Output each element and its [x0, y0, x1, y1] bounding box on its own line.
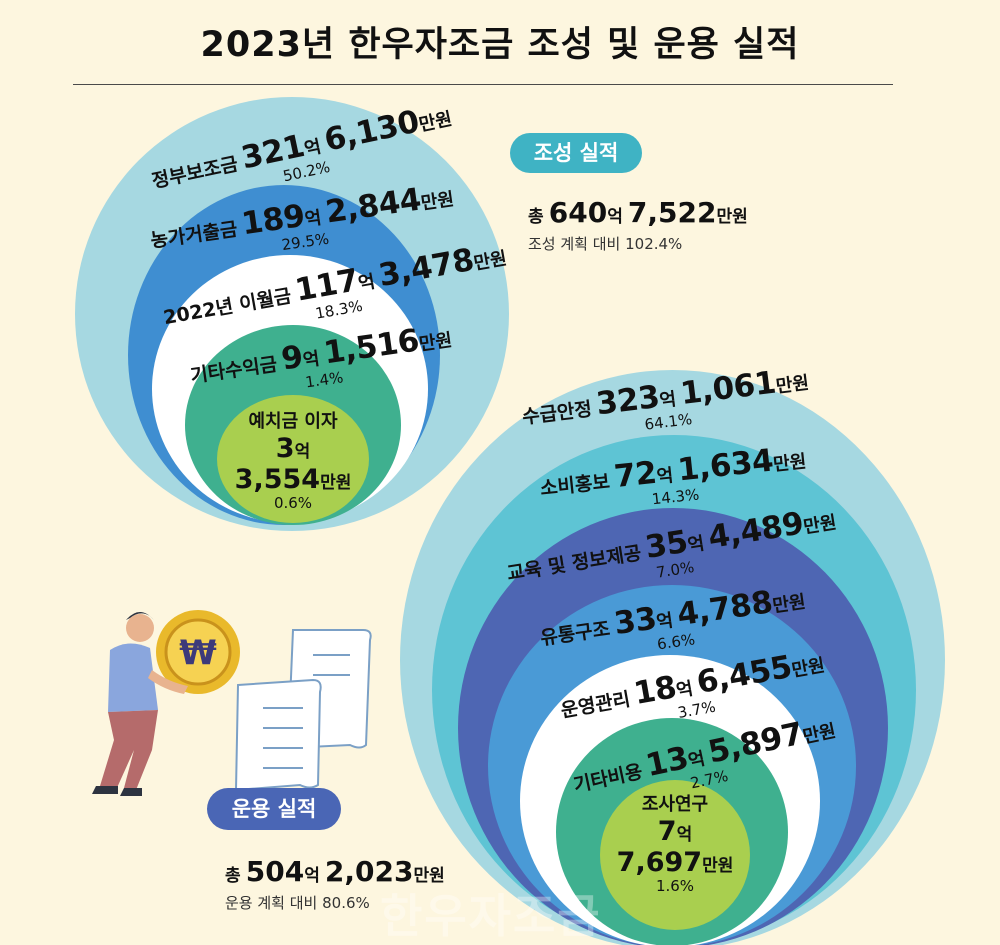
operation-core — [600, 780, 750, 930]
funding-core — [217, 395, 369, 523]
page-title: 2023년 한우자조금 조성 및 운용 실적 — [200, 25, 800, 65]
title-divider — [73, 84, 893, 85]
receipt-icon — [234, 678, 322, 792]
won-coin-icon: ₩ — [179, 633, 217, 673]
person-carrying-coin-illustration: ₩ — [92, 610, 372, 796]
funding-total: 총 640억 7,522만원 조성 계획 대비 102.4% — [528, 196, 748, 253]
operation-core-label: 조사연구 7억 7,697만원 1.6% — [616, 794, 734, 895]
watermark: 한우자조금 — [380, 889, 602, 943]
funding-badge: 조성 실적 — [510, 133, 642, 173]
operation-total: 총 504억 2,023만원 운용 계획 대비 80.6% — [225, 855, 445, 912]
funding-plan-ratio: 조성 계획 대비 102.4% — [528, 235, 683, 253]
operation-plan-ratio: 운용 계획 대비 80.6% — [225, 894, 370, 912]
operation-badge: 운용 실적 — [207, 788, 341, 830]
funding-core-label: 예치금 이자 3억 3,554만원 0.6% — [234, 411, 352, 512]
